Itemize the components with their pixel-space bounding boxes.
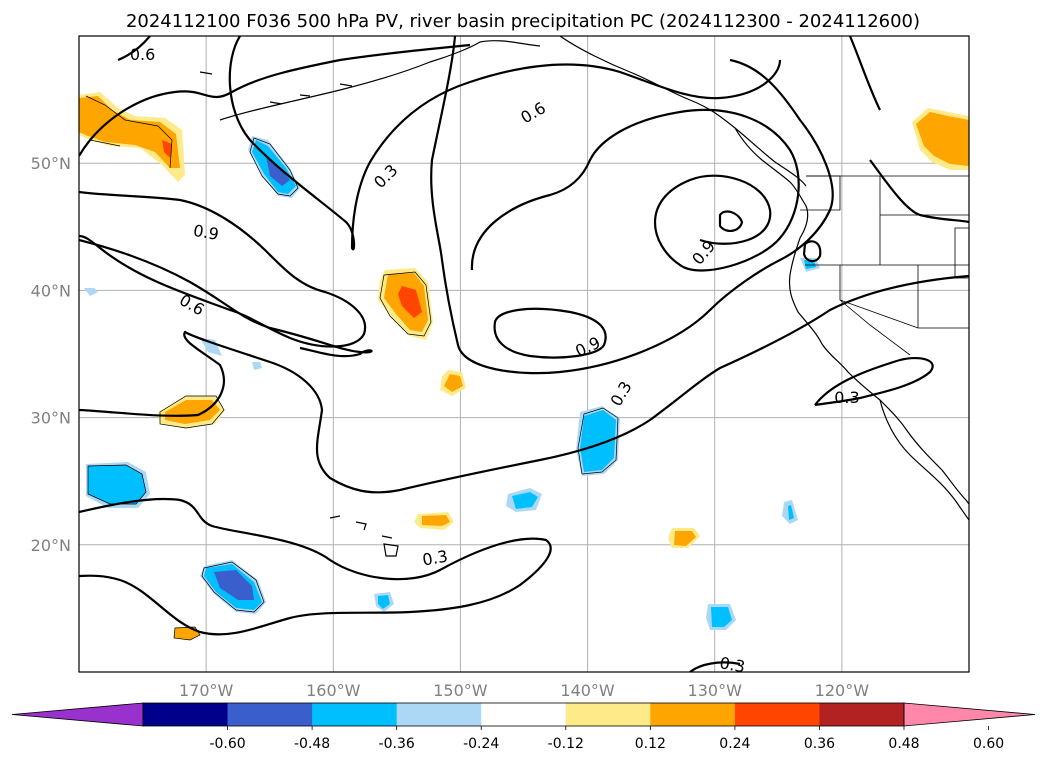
- baja-coast: [879, 399, 969, 521]
- colorbar-frame: [142, 702, 905, 727]
- contour-0-9-coast: [802, 240, 822, 263]
- state-borders: [800, 175, 969, 356]
- colorbar-tick-label: -0.48: [294, 736, 330, 752]
- lon-tick-label: 160°W: [306, 681, 361, 700]
- contour-0-9-ellipse: [470, 108, 800, 272]
- contour-0-3-coast: [814, 356, 934, 407]
- contour-0-9-inner: [718, 210, 744, 232]
- contour-0-6-west: [79, 238, 373, 358]
- contour-0-6-sw: [79, 274, 969, 494]
- contour-0-9-south: [493, 307, 607, 359]
- precip-positive-ne: [912, 108, 969, 170]
- precip-negative-blobs: [84, 136, 820, 630]
- colorbar-tick-label: 0.12: [635, 736, 666, 752]
- precip-positive-center: [378, 268, 433, 340]
- contour-ne-2: [848, 36, 881, 111]
- contour-label: 0.3: [834, 388, 859, 407]
- borders: [800, 175, 969, 356]
- lat-tick-label: 20°N: [31, 536, 71, 555]
- bc-coast: [734, 127, 809, 239]
- pv-contours: [79, 36, 969, 672]
- map-panel: 0.60.60.30.90.60.90.90.3 0.30.30.3: [78, 35, 970, 676]
- longitude-labels: 170°W 160°W 150°W 140°W 130°W 120°W: [179, 681, 869, 700]
- coastlines: [199, 36, 969, 557]
- contour-0-3-sw: [79, 497, 552, 636]
- contour-label: 0.6: [130, 45, 155, 64]
- colorbar-swatch: [819, 703, 905, 726]
- lon-tick-label: 150°W: [433, 681, 488, 700]
- colorbar-swatch: [312, 703, 398, 726]
- colorbar-swatch: [734, 703, 820, 726]
- contour-label: 0.3: [718, 653, 746, 676]
- precipitation-shading: [79, 92, 969, 641]
- contour-0-9-west: [79, 190, 367, 348]
- colorbar-tick-label: -0.24: [463, 736, 499, 752]
- aleutians: [199, 71, 353, 105]
- colorbar-tick-label: -0.12: [548, 736, 584, 752]
- contour-0-3-bottom: [689, 661, 741, 672]
- lon-tick-label: 120°W: [815, 681, 870, 700]
- colorbar-swatch: [143, 703, 229, 726]
- colorbar-swatch: [650, 703, 736, 726]
- contour-0-6-ring: [430, 36, 834, 375]
- colorbar-swatch: [396, 703, 482, 726]
- contour-0-6-north: [79, 43, 471, 157]
- contour-label: 0.9: [192, 221, 220, 244]
- colorbar-swatch: [481, 703, 567, 726]
- lat-tick-label: 50°N: [31, 154, 71, 173]
- lon-tick-label: 170°W: [179, 681, 234, 700]
- contour-label: 0.3: [421, 546, 449, 569]
- alaska-coast: [219, 36, 807, 187]
- colorbar-tick-label: 0.48: [888, 736, 919, 752]
- map-title: 2024112100 F036 500 hPa PV, river basin …: [126, 11, 920, 32]
- colorbar-swatch: [565, 703, 651, 726]
- lat-tick-label: 40°N: [31, 281, 71, 300]
- contour-0-6-top: [117, 36, 151, 62]
- colorbar-tick-label: 0.36: [804, 736, 835, 752]
- colorbar-tick-label: -0.60: [209, 736, 245, 752]
- hawaii: [329, 515, 399, 557]
- colorbar-extend-low: [11, 702, 144, 727]
- lat-tick-label: 30°N: [31, 409, 71, 428]
- contour-0-3-main: [228, 36, 782, 251]
- colorbar: -0.60 -0.48 -0.36 -0.24 -0.12 0.12 0.24 0.36 0.4…: [11, 702, 1036, 752]
- colorbar-tick-label: 0.60: [973, 736, 1004, 752]
- graticule: [79, 36, 969, 672]
- us-west-coast: [788, 237, 969, 505]
- colorbar-extend-high: [903, 702, 1036, 727]
- map-frame: [78, 35, 970, 673]
- colorbar-swatch: [227, 703, 313, 726]
- colorbar-tick-label: 0.24: [719, 736, 750, 752]
- latitude-labels: 50°N 40°N 30°N 20°N: [31, 154, 71, 555]
- lon-tick-label: 140°W: [560, 681, 615, 700]
- precip-positive-sub: [158, 370, 700, 641]
- colorbar-tick-label: -0.36: [379, 736, 415, 752]
- lon-tick-label: 130°W: [688, 681, 743, 700]
- precip-positive-nw: [79, 92, 185, 182]
